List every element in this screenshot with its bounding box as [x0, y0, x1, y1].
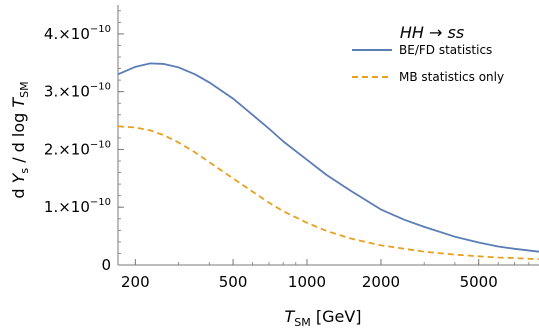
legend-label-be-fd: BE/FD statistics: [399, 43, 492, 57]
x-tick-label: 5000: [460, 273, 498, 291]
y-tick-label: 0: [101, 256, 111, 274]
y-tick-label: 4.×10−10: [44, 24, 111, 43]
y-axis-title: d Ys / d log TSM: [9, 81, 31, 198]
x-tick-label: 500: [219, 273, 248, 291]
x-axis-title-main: T: [284, 307, 295, 326]
y-tick-label: 2.×10−10: [44, 139, 111, 158]
y-axis-title-d1: d: [9, 183, 28, 198]
series-be-fd-line: [117, 62, 539, 253]
x-tick-label: 200: [121, 273, 150, 291]
y-tick-label: 1.×10−10: [44, 197, 111, 216]
legend-title: HH → ss: [400, 23, 464, 42]
x-axis-title-sub: SM: [294, 316, 310, 329]
x-axis-title-unit: [GeV]: [311, 307, 362, 326]
svg-text:TSM [GeV]: TSM [GeV]: [284, 307, 361, 329]
series-mb-line: [117, 125, 539, 261]
y-axis-title-sub-sm: SM: [18, 81, 31, 97]
x-tick-label: 1000: [288, 273, 326, 291]
x-axis-title: TSM [GeV]: [284, 307, 361, 329]
svg-text:d Ys / d log TSM: d Ys / d log TSM: [9, 81, 31, 198]
legend-label-mb: MB statistics only: [399, 70, 504, 84]
x-tick-label: 2000: [362, 273, 400, 291]
plot-area: 200 500 1000 2000 5000 0 1.×10−10 2.×10−10 3.×10…: [44, 5, 539, 291]
legend: HH → ss BE/FD statistics MB statistics o…: [352, 23, 504, 84]
y-tick-label: 3.×10−10: [44, 82, 111, 101]
y-axis-title-sub-s: s: [18, 168, 31, 174]
